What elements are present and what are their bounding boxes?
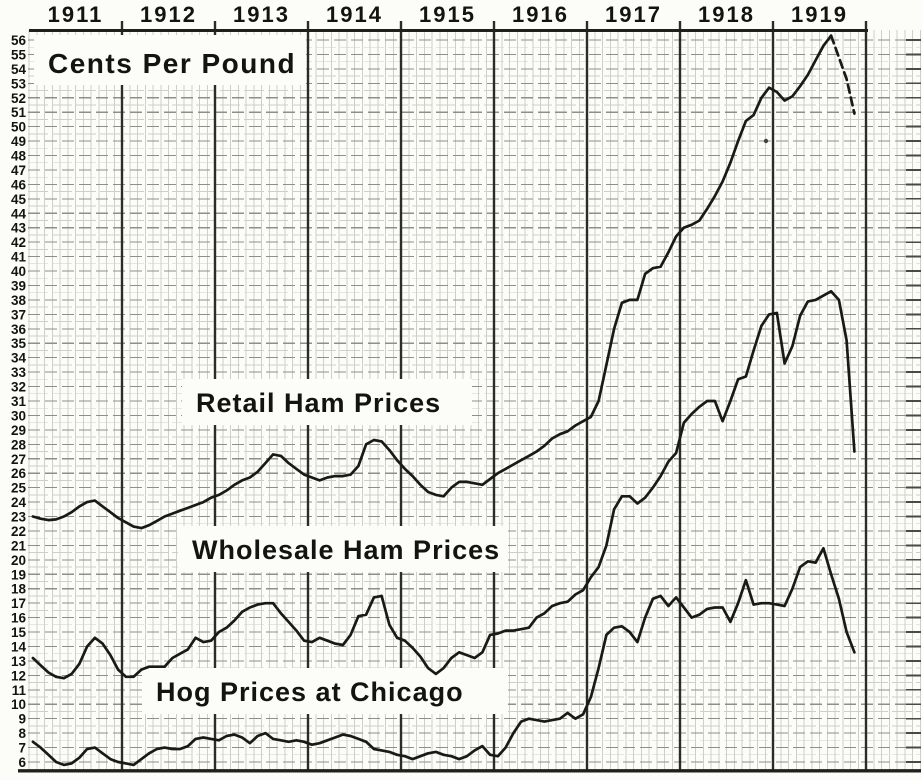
y-tick-label: 9: [18, 712, 26, 727]
y-tick-label: 8: [18, 726, 26, 741]
y-tick-label: 29: [11, 423, 26, 438]
y-tick-label: 52: [11, 91, 26, 106]
y-tick-label: 30: [11, 408, 26, 423]
y-tick-label: 20: [11, 553, 26, 568]
y-tick-label: 50: [11, 120, 26, 135]
year-label: 1918: [698, 2, 755, 27]
year-label: 1911: [48, 2, 104, 27]
y-tick-label: 12: [11, 668, 26, 683]
y-tick-label: 7: [18, 741, 26, 756]
y-tick-label: 53: [11, 76, 27, 91]
year-label: 1917: [605, 2, 662, 27]
y-tick-label: 43: [11, 221, 27, 236]
y-tick-label: 35: [11, 336, 27, 351]
chart-title: Cents Per Pound: [48, 48, 296, 79]
retail-ham-line-dashed-end: [829, 34, 856, 115]
y-tick-label: 54: [11, 62, 27, 77]
y-tick-label: 36: [11, 322, 27, 337]
y-tick-label: 39: [11, 278, 26, 293]
series-label-hog: Hog Prices at Chicago: [156, 677, 464, 707]
print-artifact-dot: [763, 138, 769, 144]
retail-label-box: [182, 379, 472, 425]
y-tick-label: 51: [11, 105, 27, 120]
caption-boxes: Cents Per Pound Retail Ham Prices Wholes…: [34, 35, 508, 714]
year-label: 1916: [512, 2, 569, 27]
series-label-retail: Retail Ham Prices: [196, 388, 441, 418]
year-label: 1914: [326, 2, 383, 27]
y-tick-label: 19: [11, 567, 26, 582]
hog-price-line: [31, 546, 856, 767]
y-tick-label: 38: [11, 293, 27, 308]
y-tick-label: 13: [11, 654, 27, 669]
y-tick-label: 41: [11, 250, 27, 265]
wholesale-label-box: [178, 526, 508, 572]
title-box: [34, 35, 306, 85]
y-tick-label: 33: [11, 365, 27, 380]
y-tick-label: 42: [11, 235, 26, 250]
y-tick-label: 24: [11, 495, 27, 510]
series-label-wholesale: Wholesale Ham Prices: [192, 535, 500, 565]
y-tick-label: 32: [11, 380, 26, 395]
y-tick-label: 14: [11, 639, 27, 654]
y-tick-label: 49: [11, 134, 26, 149]
y-tick-label: 48: [11, 149, 27, 164]
y-tick-label: 10: [11, 697, 26, 712]
y-tick-label: 37: [11, 307, 26, 322]
y-tick-label: 6: [18, 755, 26, 770]
year-label: 1912: [140, 2, 197, 27]
y-tick-label: 46: [11, 177, 27, 192]
y-tick-label: 47: [11, 163, 26, 178]
grid: [28, 30, 921, 770]
data-series: [31, 34, 856, 767]
y-tick-label: 34: [11, 351, 27, 366]
y-tick-label: 31: [11, 394, 27, 409]
wholesale-ham-line: [31, 289, 856, 680]
y-tick-label: 40: [11, 264, 26, 279]
y-tick-label: 22: [11, 524, 26, 539]
y-tick-label: 15: [11, 625, 27, 640]
y-tick-label: 21: [11, 538, 27, 553]
year-label: 1913: [233, 2, 290, 27]
y-tick-label: 16: [11, 611, 27, 626]
y-tick-label: 17: [11, 596, 26, 611]
y-tick-label: 56: [11, 33, 27, 48]
y-tick-label: 28: [11, 437, 27, 452]
y-tick-label: 18: [11, 582, 27, 597]
axes: 1911 1912 1913 1914 1915 1916 1917 1918 19195655…: [11, 2, 921, 773]
y-tick-label: 45: [11, 192, 27, 207]
y-tick-label: 27: [11, 452, 26, 467]
y-tick-label: 26: [11, 466, 27, 481]
y-tick-label: 23: [11, 510, 27, 525]
y-tick-label: 25: [11, 481, 27, 496]
y-tick-label: 55: [11, 47, 27, 62]
retail-ham-line: [31, 34, 833, 530]
hog-label-box: [142, 668, 508, 714]
y-tick-label: 11: [12, 683, 27, 698]
year-label: 1919: [791, 2, 848, 27]
year-label: 1915: [419, 2, 476, 27]
y-tick-label: 44: [11, 206, 27, 221]
